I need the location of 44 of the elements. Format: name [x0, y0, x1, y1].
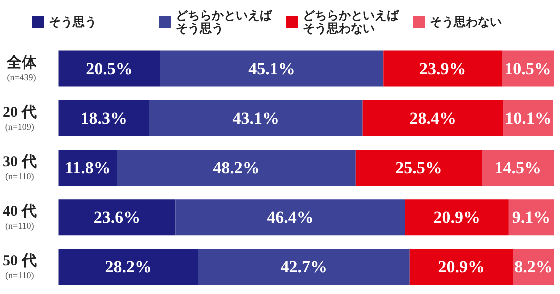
- data-label: 28.2%: [105, 258, 152, 277]
- data-label: 20.9%: [434, 208, 481, 228]
- bar: [58, 50, 160, 87]
- data-label: 20.5%: [86, 59, 133, 78]
- bar: [362, 100, 504, 136]
- y-tick-label: 40 代 (n=110): [3, 203, 37, 232]
- data-label: 20.9%: [438, 258, 486, 277]
- data-label: 11.8%: [65, 158, 111, 178]
- legend-label: そう思わない: [430, 15, 502, 29]
- y-tick-label: 50 代 (n=110): [3, 252, 37, 281]
- data-label: 14.5%: [494, 158, 542, 178]
- data-label: 45.1%: [248, 59, 296, 78]
- y-tick-label: 30 代 (n=110): [3, 154, 37, 182]
- data-label: 46.4%: [267, 208, 314, 228]
- data-label: 25.5%: [396, 158, 442, 178]
- y-tick-label: 20 代 (n=109): [3, 104, 37, 132]
- data-label: 23.9%: [419, 59, 466, 78]
- bar: [149, 100, 363, 136]
- data-label: 42.7%: [280, 258, 328, 277]
- bar: [117, 150, 356, 186]
- y-tick-label: 全体 (n=439): [6, 54, 38, 82]
- bar: [176, 200, 406, 236]
- bar: [198, 249, 410, 286]
- data-label: 10.5%: [504, 59, 552, 78]
- data-label: 9.1%: [512, 208, 551, 228]
- data-label: 48.2%: [213, 158, 260, 178]
- bar: [405, 200, 509, 236]
- bar: [384, 50, 502, 87]
- data-label: 8.2%: [514, 258, 553, 277]
- bar: [58, 200, 176, 236]
- data-label: 10.1%: [505, 108, 552, 128]
- data-label: 23.6%: [94, 208, 141, 228]
- legend-label: どちらかといえばそう思わない: [303, 8, 400, 36]
- legend-label: どちらかといえばそう思う: [176, 8, 273, 36]
- data-label: 43.1%: [232, 108, 280, 128]
- bar: [160, 50, 384, 87]
- data-label: 28.4%: [410, 108, 457, 128]
- bar: [58, 249, 198, 286]
- legend-label: そう思う: [49, 15, 97, 29]
- data-label: 18.3%: [80, 108, 128, 128]
- bar: [58, 100, 150, 136]
- bar: [410, 249, 514, 286]
- bar: [356, 150, 482, 186]
- bar: [482, 150, 554, 186]
